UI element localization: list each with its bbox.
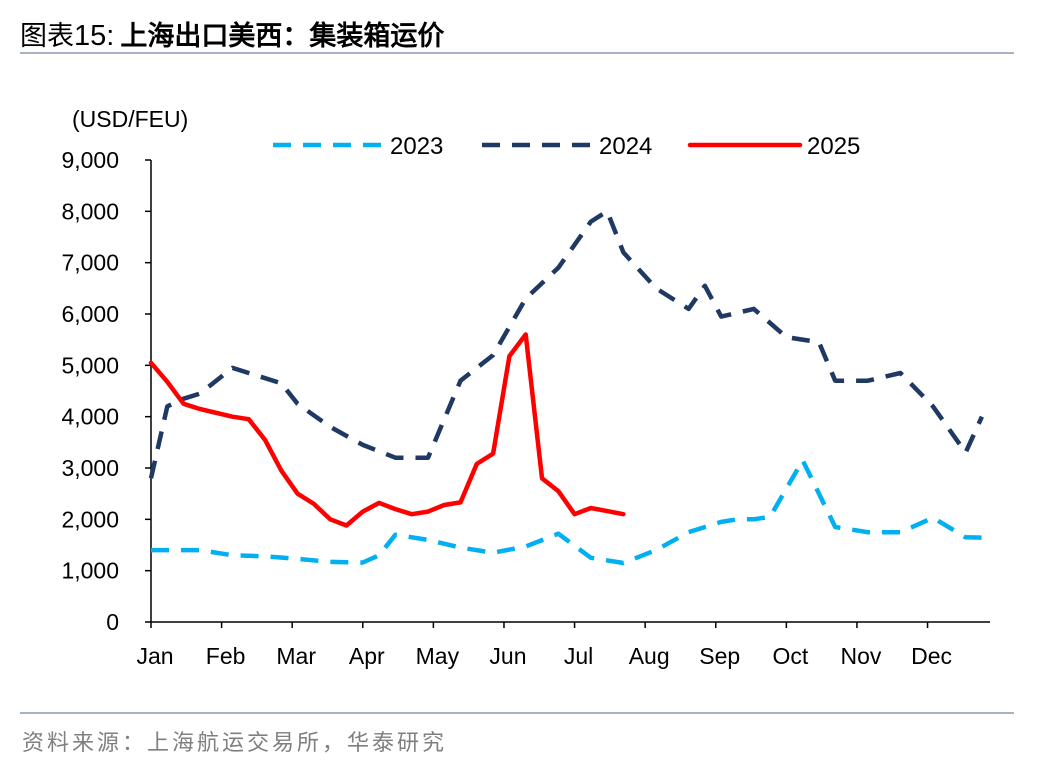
x-tick-label: Mar (276, 643, 316, 669)
x-tick-label: Jun (489, 643, 526, 669)
y-axis-unit-label: (USD/FEU) (72, 106, 188, 132)
x-tick-label: Sep (699, 643, 740, 669)
series-layer (148, 209, 991, 566)
figure-label: 图表 (20, 21, 74, 52)
legend-label-2025: 2025 (807, 133, 860, 160)
y-tick-label: 4,000 (61, 404, 119, 430)
series-line-2025 (148, 332, 626, 528)
source-rule (20, 712, 1014, 714)
figure-title-text: 上海出口美西：集装箱运价 (120, 21, 445, 52)
x-tick-label: Apr (349, 643, 385, 669)
source-note: 资料来源：上海航运交易所，华泰研究 (22, 731, 448, 756)
y-axis: 0 1,000 2,000 3,000 4,000 5,000 6,000 7,000 8,00… (61, 147, 152, 635)
y-tick-label: 7,000 (61, 250, 119, 276)
x-tick-label: May (416, 643, 460, 669)
y-tick-label: 2,000 (61, 506, 119, 532)
y-tick-label: 1,000 (61, 558, 119, 584)
x-tick-label: Aug (629, 643, 670, 669)
legend-label-2024: 2024 (599, 133, 652, 160)
y-tick-label: 0 (106, 609, 119, 635)
legend-label-2023: 2023 (390, 133, 443, 160)
x-tick-label: Jul (564, 643, 593, 669)
y-tick-label: 8,000 (61, 198, 119, 224)
x-tick-label: Jan (136, 643, 173, 669)
x-tick-label: Dec (911, 643, 952, 669)
x-tick-label: Nov (841, 643, 882, 669)
x-tick-label: Oct (772, 643, 808, 669)
series-line-2024 (148, 209, 984, 479)
x-axis: Jan Feb Mar Apr May Jun Jul Aug Sep Oct Nov Dec (136, 621, 990, 669)
figure-title: 图表15: 上海出口美西：集装箱运价 (20, 14, 444, 53)
y-tick-label: 9,000 (61, 147, 119, 173)
y-tick-label: 6,000 (61, 301, 119, 327)
x-tick-label: Feb (206, 643, 246, 669)
y-tick-label: 5,000 (61, 352, 119, 378)
legend: 2023 2024 2025 (273, 133, 860, 160)
title-rule (20, 52, 1014, 54)
y-tick-label: 3,000 (61, 455, 119, 481)
figure-number: 15: (74, 20, 115, 52)
